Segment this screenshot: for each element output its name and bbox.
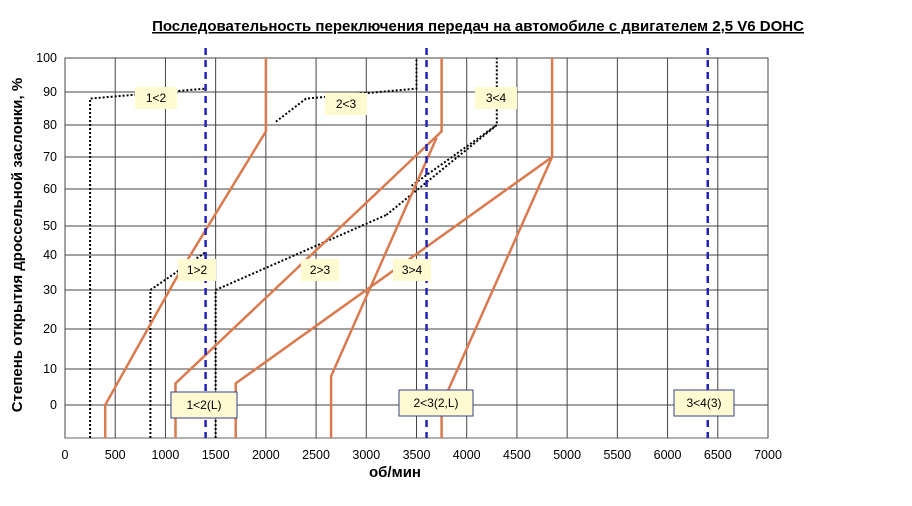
x-tick-label: 5000 [553, 448, 581, 462]
upshift-label: 1>2 [178, 259, 216, 281]
y-tick-label: 90 [43, 85, 57, 99]
downshift-label: 2<3 [325, 93, 367, 115]
x-tick-label: 2000 [252, 448, 280, 462]
y-tick-label: 10 [43, 362, 57, 376]
downshift-line [410, 124, 498, 187]
downshift-label: 3<4 [475, 87, 517, 109]
upshift-line [103, 58, 268, 438]
x-axis-title: об/мин [369, 464, 421, 481]
x-tick-label: 0 [62, 448, 69, 462]
x-tick-label: 5500 [603, 448, 631, 462]
x-tick-label: 3500 [403, 448, 431, 462]
label-text: 3<4 [486, 91, 507, 105]
x-tick-label: 6000 [654, 448, 682, 462]
grid [64, 57, 769, 439]
y-tick-label: 100 [36, 51, 57, 65]
y-tick-label: 20 [43, 322, 57, 336]
label-box [475, 87, 517, 109]
limit-label: 2<3(2,L) [398, 389, 474, 417]
limit-label: 3<4(3) [673, 389, 735, 417]
x-tick-label: 4500 [503, 448, 531, 462]
x-tick-label: 500 [105, 448, 126, 462]
y-tick-label: 50 [43, 219, 57, 233]
downshift-label: 1<2 [135, 87, 177, 109]
label-box [325, 93, 367, 115]
label-text: 2<3 [336, 97, 357, 111]
label-text: 3<4(3) [686, 396, 721, 410]
x-tick-label: 2500 [302, 448, 330, 462]
y-tick-label: 60 [43, 182, 57, 196]
y-tick-label: 40 [43, 248, 57, 262]
label-text: 1<2(L) [186, 398, 221, 412]
label-text: 1>2 [187, 263, 208, 277]
x-tick-label: 3000 [352, 448, 380, 462]
y-tick-label: 30 [43, 283, 57, 297]
limit-label: 1<2(L) [170, 391, 238, 419]
x-tick-label: 1500 [202, 448, 230, 462]
label-text: 2>3 [310, 263, 331, 277]
label-text: 2<3(2,L) [413, 396, 458, 410]
upshift-label: 3>4 [393, 259, 431, 281]
downshift-lines [89, 58, 498, 438]
y-axis-title: Степень открытия дроссельной заслонки, % [9, 78, 26, 412]
label-box [135, 87, 177, 109]
upshift-line [329, 137, 438, 438]
x-tick-label: 1000 [152, 448, 180, 462]
x-tick-label: 7000 [754, 448, 782, 462]
y-tick-label: 70 [43, 150, 57, 164]
upshift-label: 2>3 [301, 259, 339, 281]
x-tick-label: 6500 [704, 448, 732, 462]
label-text: 1<2 [146, 91, 167, 105]
label-box [393, 259, 431, 281]
x-tick-label: 4000 [453, 448, 481, 462]
label-box [673, 389, 735, 417]
y-tick-label: 0 [50, 398, 57, 412]
label-box [301, 259, 339, 281]
rpm-limit-lines [204, 48, 709, 438]
y-tick-label: 80 [43, 118, 57, 132]
chart-title: Последовательность переключения передач … [152, 18, 804, 35]
label-box [398, 389, 474, 417]
label-box [178, 259, 216, 281]
label-text: 3>4 [402, 263, 423, 277]
tick-labels: 0 500 1000 1500 2000 2500 3000 3500 4000 4500 5000… [36, 51, 782, 462]
shift-labels: 1<2 2<3 3<4 1>2 2>3 3>4 1<2(L) 2<3(2,L) 3<4(3) [135, 87, 735, 419]
downshift-line [214, 213, 387, 438]
label-box [170, 391, 238, 419]
